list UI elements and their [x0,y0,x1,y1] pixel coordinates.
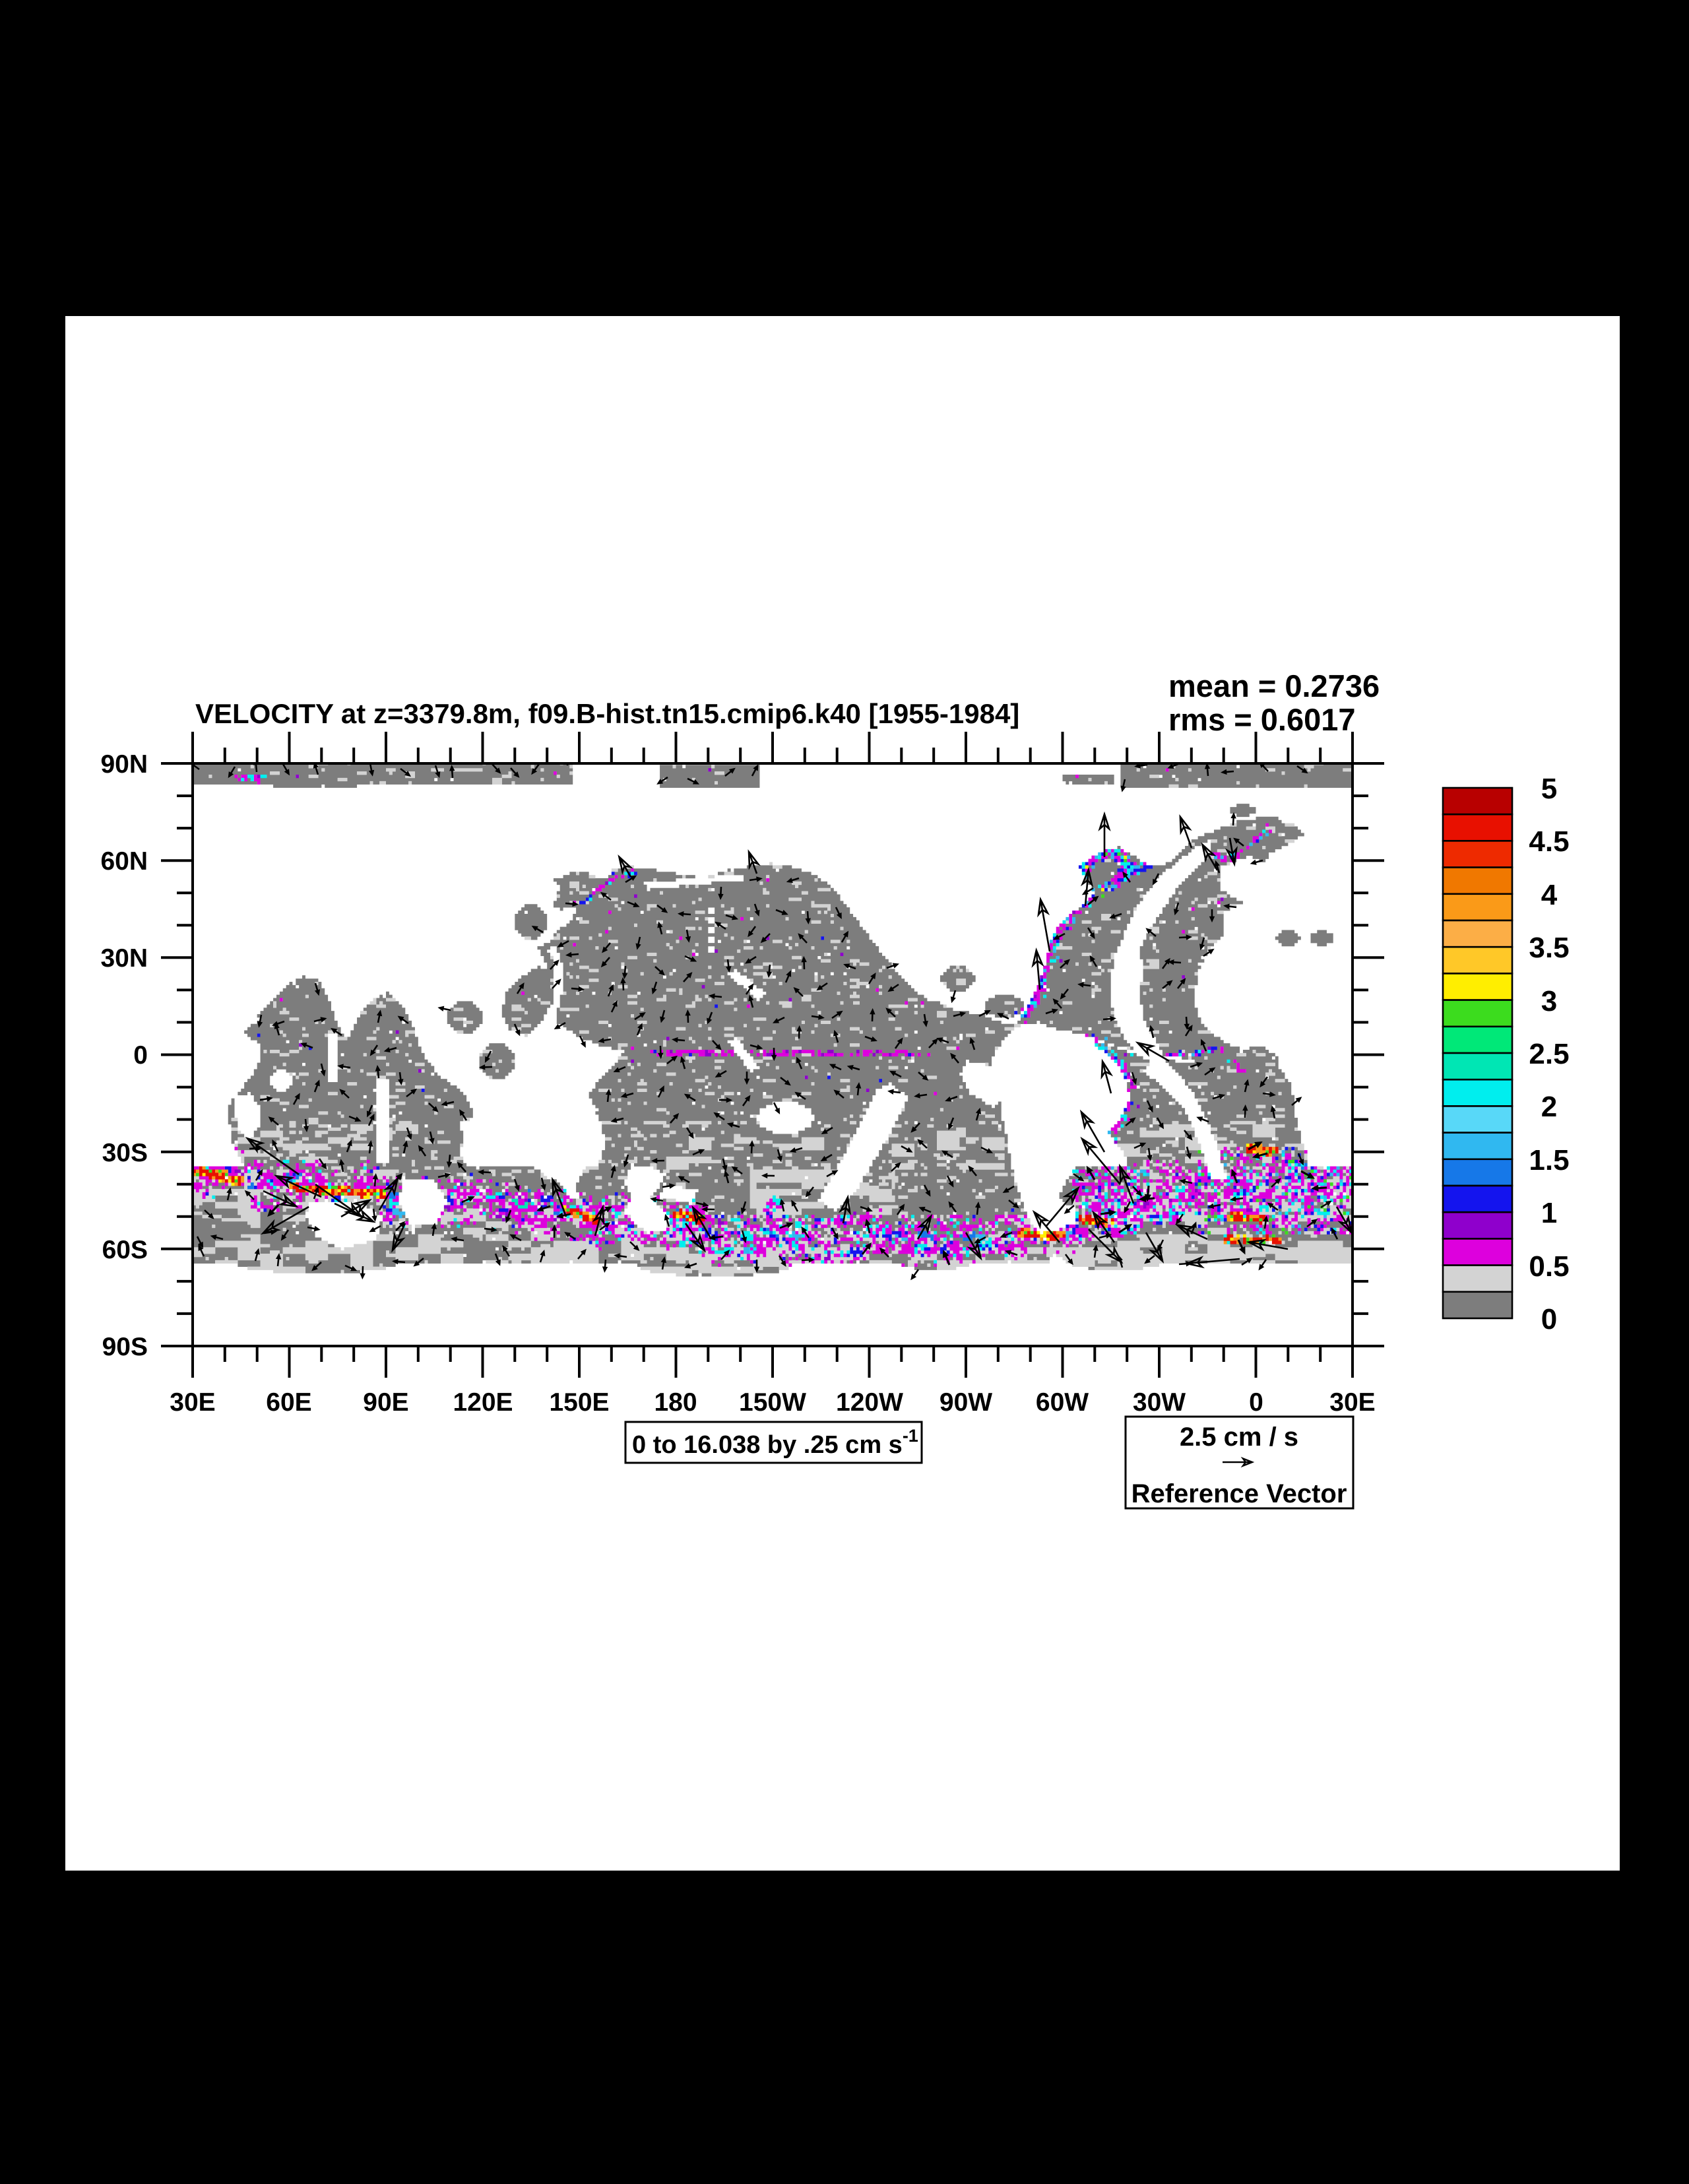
svg-text:30S: 30S [102,1139,148,1167]
svg-text:90E: 90E [363,1388,408,1417]
svg-text:5: 5 [1541,773,1557,805]
svg-text:2.5 cm / s: 2.5 cm / s [1180,1423,1298,1452]
svg-text:1.5: 1.5 [1529,1144,1569,1176]
svg-text:0: 0 [1541,1303,1557,1335]
svg-text:0: 0 [1249,1388,1263,1417]
svg-text:150E: 150E [549,1388,609,1417]
svg-text:4: 4 [1541,879,1558,911]
svg-text:90S: 90S [102,1333,148,1361]
svg-text:120W: 120W [836,1388,903,1417]
svg-text:3: 3 [1541,985,1557,1017]
svg-text:180: 180 [654,1388,697,1417]
svg-text:0: 0 [133,1041,148,1070]
svg-text:4.5: 4.5 [1529,825,1569,858]
svg-text:1: 1 [1541,1197,1557,1229]
svg-text:120E: 120E [453,1388,513,1417]
svg-text:30E: 30E [170,1388,215,1417]
svg-text:30W: 30W [1133,1388,1186,1417]
svg-text:60W: 60W [1036,1388,1089,1417]
svg-text:2: 2 [1541,1091,1557,1123]
svg-text:2.5: 2.5 [1529,1038,1569,1070]
svg-text:60E: 60E [266,1388,311,1417]
svg-text:30E: 30E [1329,1388,1375,1417]
svg-text:60N: 60N [100,847,148,876]
svg-text:3.5: 3.5 [1529,932,1569,964]
svg-text:0.5: 0.5 [1529,1250,1569,1283]
svg-text:Reference Vector: Reference Vector [1131,1479,1347,1508]
svg-text:90W: 90W [940,1388,992,1417]
svg-text:mean = 0.2736: mean = 0.2736 [1168,668,1380,703]
svg-text:VELOCITY at z=3379.8m, f09.B-h: VELOCITY at z=3379.8m, f09.B-hist.tn15.c… [195,698,1019,729]
svg-text:60S: 60S [102,1236,148,1264]
svg-text:0 to 16.038 by .25 cm s-1: 0 to 16.038 by .25 cm s-1 [632,1426,918,1459]
svg-text:150W: 150W [739,1388,806,1417]
svg-text:30N: 30N [100,944,148,973]
svg-text:rms = 0.6017: rms = 0.6017 [1168,702,1356,737]
svg-text:90N: 90N [100,750,148,779]
